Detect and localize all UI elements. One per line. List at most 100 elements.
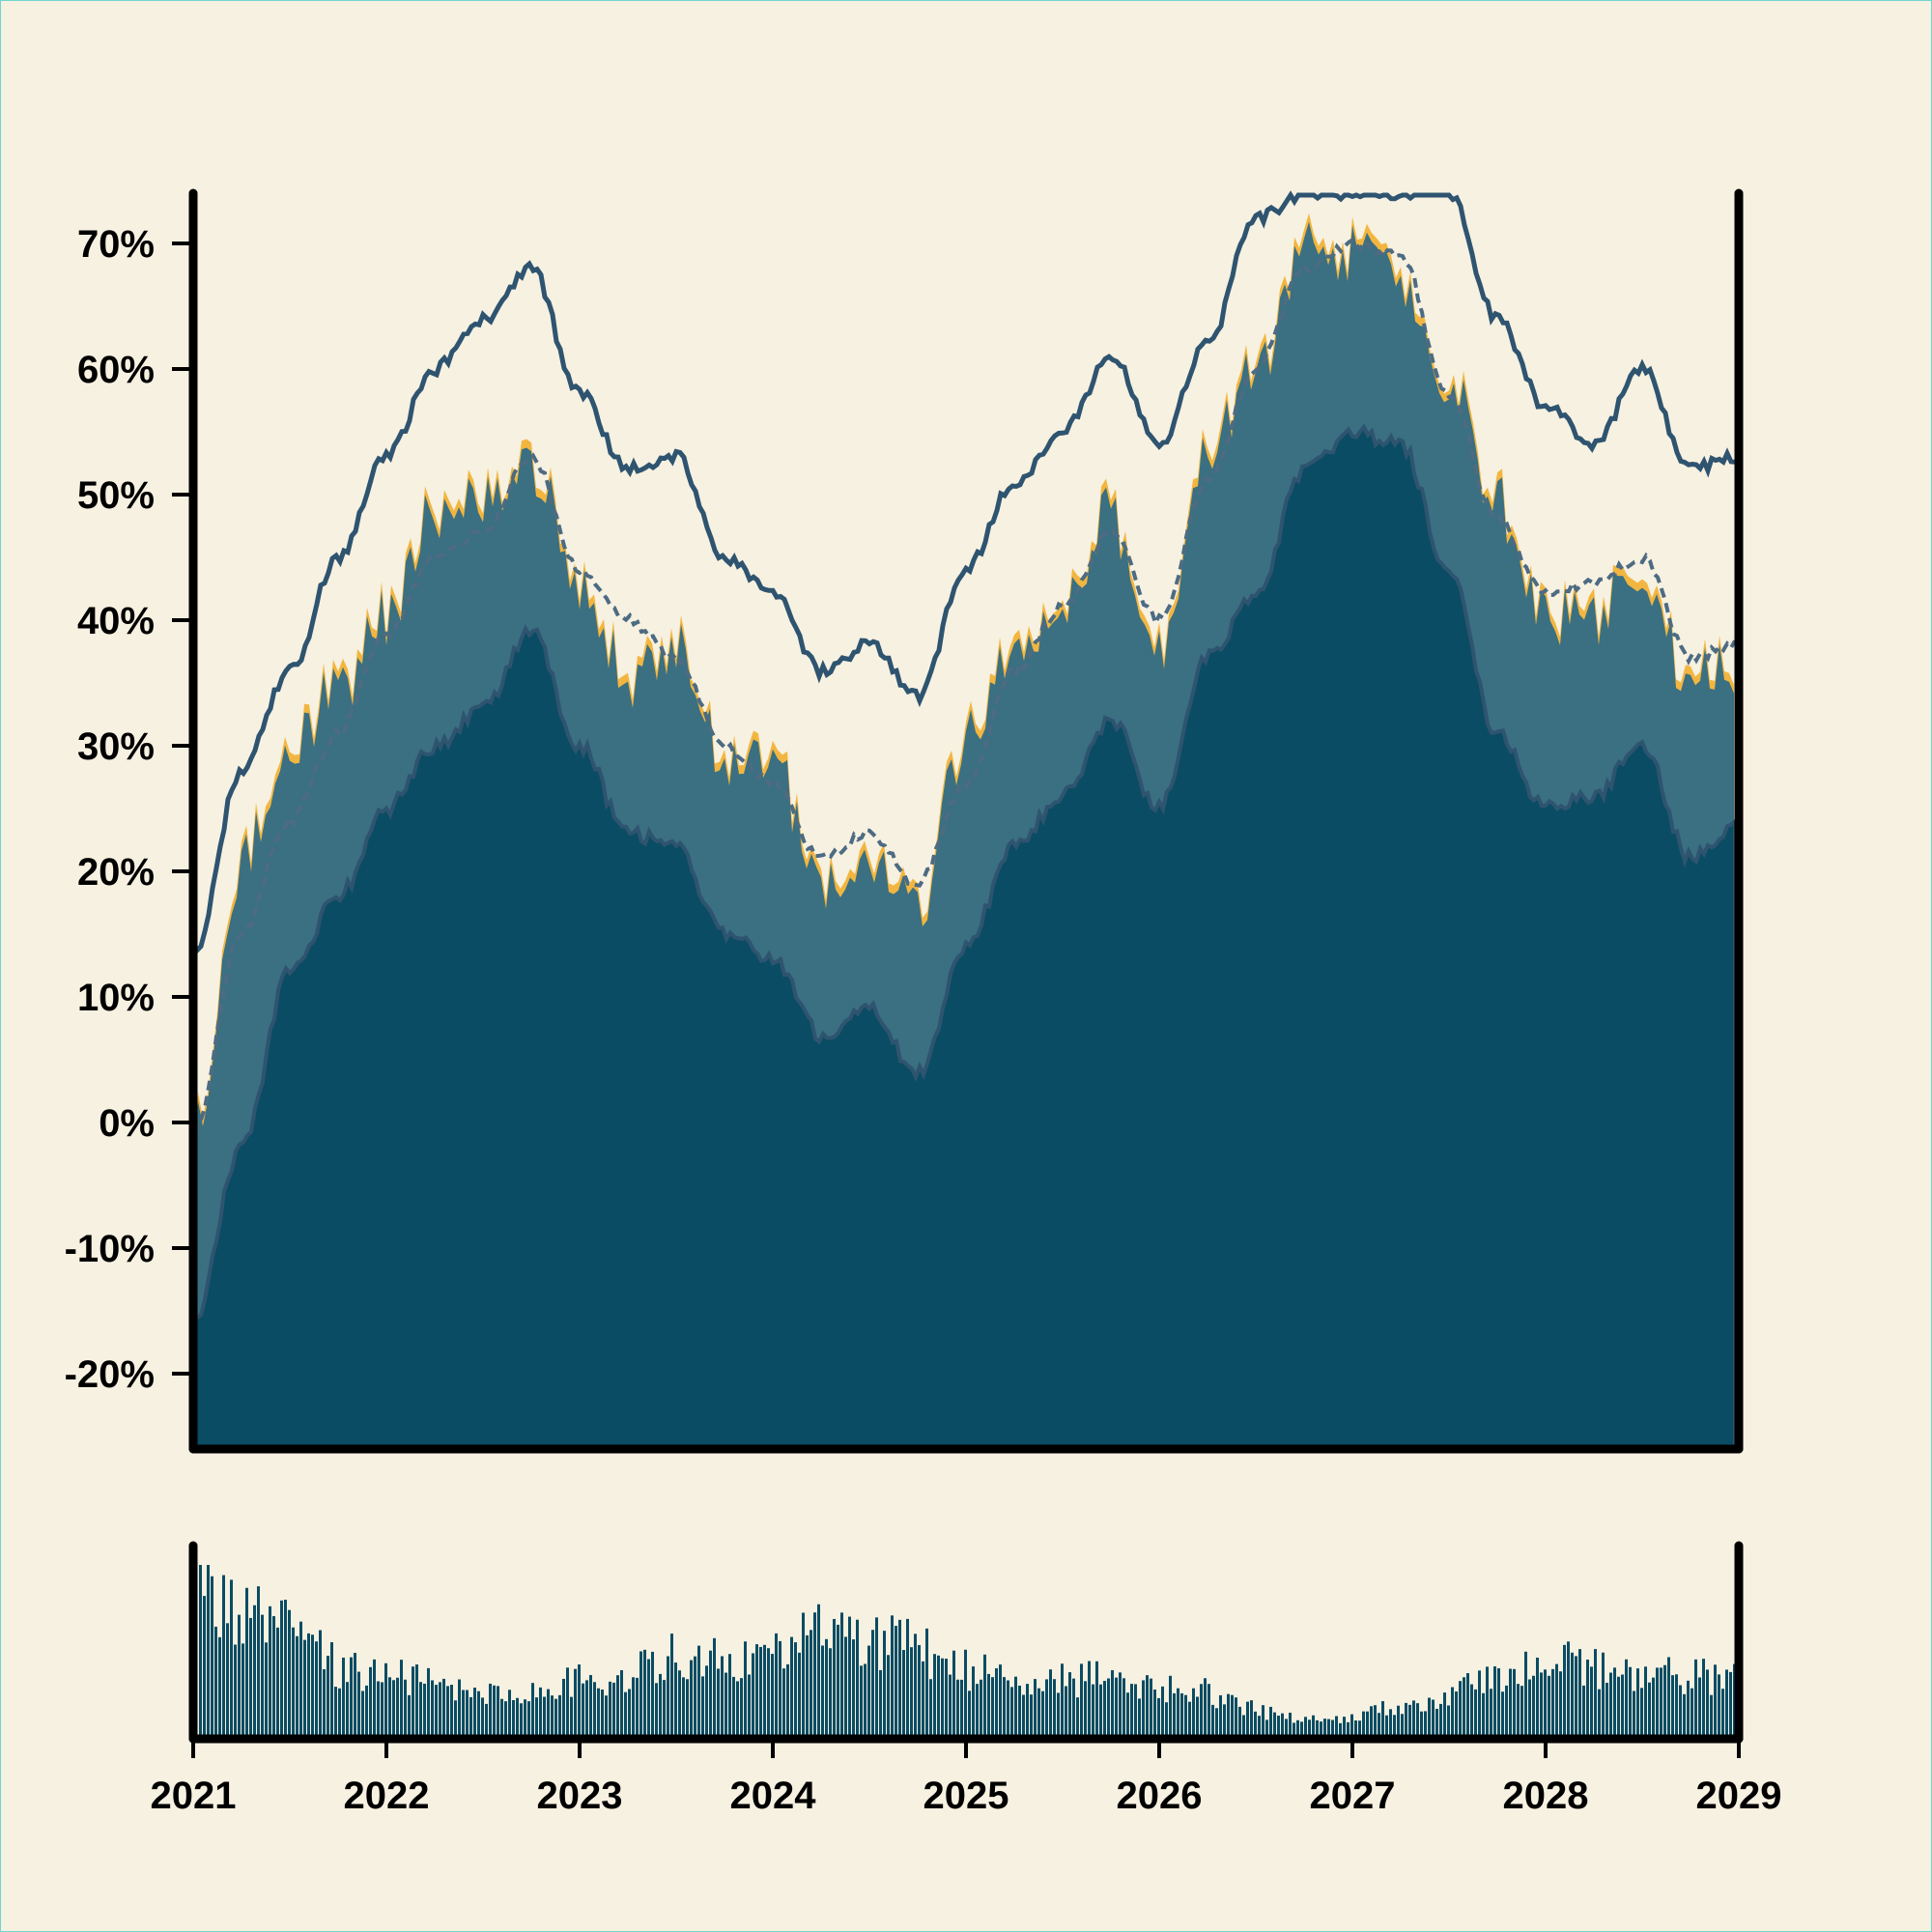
volume-bar <box>1378 1713 1380 1739</box>
volume-bar <box>1200 1684 1203 1739</box>
volume-bar <box>1312 1715 1315 1739</box>
volume-bar <box>1714 1664 1717 1739</box>
volume-bar <box>1053 1679 1056 1739</box>
volume-bar <box>1084 1681 1087 1739</box>
volume-bar <box>226 1623 229 1739</box>
volume-bar <box>1227 1693 1230 1739</box>
volume-bar <box>454 1700 457 1739</box>
volume-bar <box>473 1688 476 1739</box>
volume-bar <box>1111 1669 1114 1739</box>
main-plot: -20% -10% 0% 10% 20% 30% 40% 50% 60% 70% <box>65 188 1744 1454</box>
volume-bar <box>612 1682 615 1739</box>
volume-bar <box>1459 1681 1462 1739</box>
volume-bar <box>782 1668 785 1739</box>
volume-bar <box>1007 1680 1009 1739</box>
volume-bar <box>721 1656 724 1739</box>
volume-bar <box>261 1614 264 1739</box>
volume-bar <box>1501 1691 1504 1739</box>
volume-bar <box>1177 1688 1179 1739</box>
y-tick-label: 70% <box>77 223 155 266</box>
volume-bar <box>1122 1678 1125 1739</box>
volume-bar <box>1254 1711 1257 1739</box>
volume-bar <box>790 1636 793 1739</box>
volume-bar <box>860 1665 863 1739</box>
volume-bar <box>670 1634 673 1739</box>
volume-bar <box>1215 1708 1218 1739</box>
volume-bar <box>1586 1659 1589 1739</box>
volume-bar <box>697 1645 700 1739</box>
volume-bar <box>732 1676 735 1739</box>
volume-bar <box>1389 1709 1392 1739</box>
volume-bar <box>952 1650 955 1739</box>
volume-bar <box>1702 1659 1705 1739</box>
volume-bar <box>1362 1711 1365 1739</box>
volume-bar <box>1269 1706 1272 1739</box>
y-tick-label: 30% <box>77 725 155 768</box>
volume-bar <box>1694 1659 1697 1739</box>
volume-bar <box>1130 1684 1133 1739</box>
volume-bar <box>458 1679 461 1739</box>
x-tick-label: 2027 <box>1310 1775 1396 1817</box>
volume-bar <box>690 1660 693 1739</box>
volume-bar <box>922 1661 924 1739</box>
volume-bar <box>288 1609 291 1739</box>
volume-bar <box>1250 1700 1253 1739</box>
volume-bar <box>833 1618 836 1739</box>
volume-bar <box>1524 1651 1527 1739</box>
volume-bar <box>574 1668 577 1739</box>
volume-bar <box>1184 1694 1187 1739</box>
volume-bar <box>674 1662 677 1739</box>
volume-bar <box>303 1639 306 1739</box>
volume-bar <box>1068 1672 1071 1739</box>
volume-bar <box>1613 1667 1616 1739</box>
volume-plot: 2021 2022 2023 2024 2025 2026 2027 2028 2029 <box>151 1541 1781 1817</box>
volume-bar <box>601 1690 604 1739</box>
volume-bar <box>883 1631 886 1739</box>
volume-bar <box>1316 1719 1319 1739</box>
volume-bar <box>624 1691 627 1739</box>
volume-bar <box>1150 1678 1152 1739</box>
volume-bar <box>1520 1686 1523 1739</box>
volume-bar <box>1405 1702 1407 1739</box>
volume-bar <box>609 1681 611 1739</box>
volume-bar <box>435 1685 438 1739</box>
volume-bar <box>651 1651 654 1739</box>
volume-bar <box>307 1633 310 1739</box>
volume-bar <box>1134 1684 1137 1739</box>
volume-bar <box>1119 1672 1122 1739</box>
volume-bar <box>840 1612 843 1739</box>
volume-bar <box>968 1690 971 1739</box>
volume-bar <box>1559 1671 1562 1739</box>
volume-bar <box>1594 1649 1597 1739</box>
volume-bar <box>427 1667 430 1739</box>
volume-bar <box>388 1677 391 1739</box>
volume-bar <box>891 1615 894 1739</box>
volume-bar <box>1729 1671 1732 1739</box>
volume-bar <box>253 1605 256 1739</box>
volume-bar <box>1408 1704 1411 1739</box>
volume-bar <box>1578 1649 1581 1739</box>
x-tick-label: 2026 <box>1117 1775 1203 1817</box>
volume-bar <box>214 1626 217 1739</box>
volume-bar <box>806 1634 809 1739</box>
volume-bar <box>987 1673 990 1739</box>
volume-bar <box>1010 1687 1013 1739</box>
volume-bar <box>384 1662 387 1739</box>
volume-bar <box>829 1648 832 1739</box>
volume-bar <box>1648 1682 1651 1739</box>
volume-bar <box>1169 1675 1172 1739</box>
volume-bar <box>1397 1705 1400 1739</box>
volume-bar <box>639 1651 642 1739</box>
volume-bar <box>898 1619 901 1739</box>
volume-bar <box>562 1678 565 1739</box>
volume-bar <box>462 1690 465 1739</box>
volume-bar <box>736 1681 739 1739</box>
volume-bar <box>1262 1705 1264 1739</box>
volume-bar <box>1026 1684 1029 1739</box>
volume-bar <box>995 1668 998 1739</box>
volume-bar <box>330 1642 333 1739</box>
volume-bar <box>1412 1700 1415 1739</box>
volume-bar <box>1563 1644 1566 1739</box>
volume-bar <box>767 1648 770 1739</box>
volume-bar <box>906 1618 909 1739</box>
